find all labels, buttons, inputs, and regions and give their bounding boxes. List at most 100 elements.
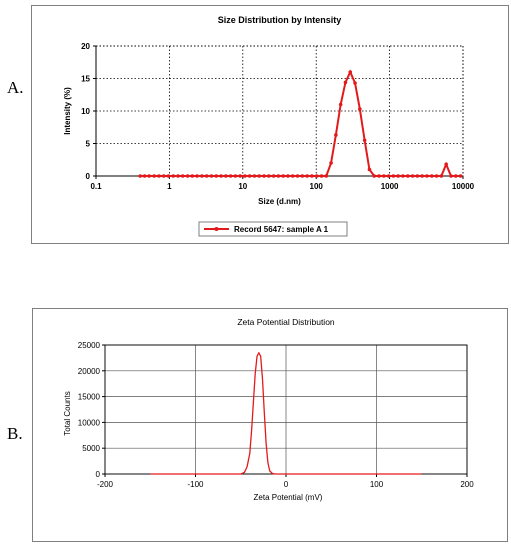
y-tick-label: 15 xyxy=(81,75,90,84)
data-point xyxy=(305,174,309,178)
data-point xyxy=(329,161,333,165)
data-point xyxy=(386,174,391,178)
data-point xyxy=(310,174,314,178)
data-point xyxy=(276,174,281,178)
data-point xyxy=(358,107,362,111)
x-tick-label: 1000 xyxy=(381,182,399,191)
x-tick-label: 100 xyxy=(370,480,384,489)
y-tick-label: 15000 xyxy=(78,393,101,402)
legend-box xyxy=(198,221,348,237)
data-point xyxy=(166,174,171,178)
data-point xyxy=(224,174,228,178)
data-point xyxy=(138,174,142,178)
data-point xyxy=(185,174,190,178)
series-line-zeta xyxy=(150,352,422,475)
data-point xyxy=(281,174,285,178)
data-point xyxy=(257,174,261,178)
data-point xyxy=(152,174,156,178)
data-point xyxy=(324,174,329,178)
y-tick-label: 10 xyxy=(81,107,90,116)
data-point xyxy=(176,174,180,178)
data-point xyxy=(406,174,410,178)
data-point xyxy=(410,174,415,178)
data-point xyxy=(439,174,444,178)
y-axis-label: Total Counts xyxy=(63,391,72,435)
data-point xyxy=(233,174,238,178)
data-point xyxy=(334,133,338,137)
data-point xyxy=(262,174,266,178)
series-line-sample-a1 xyxy=(140,69,461,177)
panel-label-a: A. xyxy=(7,78,24,97)
panel-label-b: B. xyxy=(7,424,23,443)
data-point xyxy=(228,174,233,178)
data-point xyxy=(420,174,424,178)
x-tick-label: 10 xyxy=(238,182,247,191)
data-point xyxy=(401,174,405,178)
data-point xyxy=(425,174,429,178)
data-point xyxy=(142,174,147,178)
data-point xyxy=(458,174,463,178)
data-point xyxy=(348,70,353,74)
y-tick-label: 20 xyxy=(81,42,90,51)
data-point xyxy=(266,174,271,178)
data-point xyxy=(453,174,458,178)
x-tick-label: 10000 xyxy=(452,182,475,191)
data-point xyxy=(204,174,209,178)
data-point xyxy=(295,174,300,178)
data-point xyxy=(300,174,305,178)
data-point xyxy=(247,174,252,178)
data-point xyxy=(209,174,214,178)
y-tick-label: 5000 xyxy=(82,444,100,453)
data-point xyxy=(429,174,434,178)
data-point xyxy=(214,174,219,178)
data-point xyxy=(271,174,276,178)
zeta-potential-chart-frame: Zeta Potential Distribution -200 -100 0 100 2… xyxy=(32,308,508,542)
data-point xyxy=(372,174,377,178)
x-tick-label: 1 xyxy=(167,182,172,191)
data-point xyxy=(195,174,199,178)
y-axis-label: Intensity (%) xyxy=(63,87,72,135)
data-point xyxy=(343,80,348,85)
data-point xyxy=(290,174,295,178)
data-point xyxy=(238,174,242,178)
data-point xyxy=(391,174,396,178)
x-tick-label: 0.1 xyxy=(90,182,102,191)
data-point xyxy=(190,174,195,178)
x-tick-label: -200 xyxy=(97,480,114,489)
y-tick-label: 20000 xyxy=(78,367,101,376)
y-tick-label: 25000 xyxy=(78,341,101,350)
data-point xyxy=(157,174,161,178)
data-point xyxy=(353,81,357,85)
x-tick-label: 200 xyxy=(460,480,474,489)
data-point xyxy=(147,174,151,178)
data-point xyxy=(314,174,319,178)
data-point xyxy=(162,174,166,178)
data-point xyxy=(219,174,223,178)
data-point xyxy=(171,174,176,178)
x-axis-label: Zeta Potential (mV) xyxy=(254,493,323,502)
data-point xyxy=(362,138,367,143)
y-tick-label: 0 xyxy=(96,470,101,479)
size-distribution-chart: Size Distribution by Intensity 0.1 1 10 100 1… xyxy=(63,15,475,237)
zeta-potential-chart: Zeta Potential Distribution -200 -100 0 100 2… xyxy=(63,317,474,502)
y-tick-label: 10000 xyxy=(78,418,101,427)
data-point xyxy=(415,174,420,178)
data-point xyxy=(252,174,257,178)
data-point xyxy=(382,174,386,178)
data-point xyxy=(180,174,185,178)
y-tick-label: 5 xyxy=(86,140,91,149)
x-tick-label: -100 xyxy=(187,480,204,489)
data-point xyxy=(338,102,343,107)
size-distribution-chart-frame: Size Distribution by Intensity 0.1 1 10 100 1… xyxy=(31,5,509,244)
x-axis-label: Size (d.nm) xyxy=(258,197,301,206)
data-point xyxy=(377,174,381,178)
data-point xyxy=(449,174,453,178)
chart-title: Zeta Potential Distribution xyxy=(237,317,335,327)
legend-label: Record 5647: sample A 1 xyxy=(234,225,329,234)
x-tick-label: 100 xyxy=(310,182,324,191)
data-point xyxy=(200,174,204,178)
chart-title: Size Distribution by Intensity xyxy=(218,15,342,25)
data-point xyxy=(367,167,372,172)
x-tick-label: 0 xyxy=(284,480,289,489)
data-point xyxy=(444,162,448,167)
